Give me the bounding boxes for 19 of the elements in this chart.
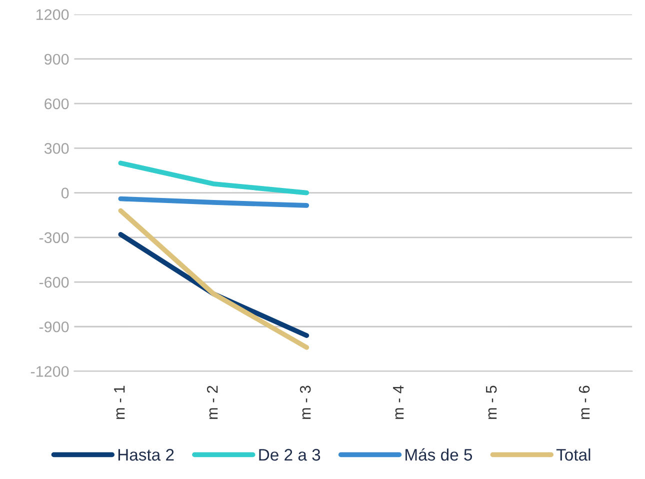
y-tick-label: -300 (39, 232, 69, 244)
legend-label: Hasta 2 (118, 448, 174, 461)
y-tick-label: -900 (39, 321, 69, 332)
x-tick-label: m - 6 (578, 386, 590, 419)
y-tick-label: 300 (44, 143, 69, 154)
x-tick-label: m - 3 (300, 386, 311, 419)
x-tick-label: m - 1 (114, 386, 125, 419)
x-tick-label: m - 4 (393, 386, 404, 419)
y-tick-label: -600 (39, 276, 69, 288)
y-tick-label: 600 (44, 98, 69, 110)
y-tick-label: -1200 (30, 366, 69, 377)
x-tick-label: m - 5 (486, 386, 497, 419)
y-tick-label: 900 (44, 54, 69, 65)
y-tick-label: 0 (61, 188, 69, 198)
y-tick-label: 1200 (36, 9, 69, 20)
legend-label: Total (556, 448, 590, 461)
legend-label: Más de 5 (406, 448, 472, 461)
x-tick-label: m - 2 (206, 386, 218, 419)
legend-label: De 2 a 3 (259, 448, 320, 461)
